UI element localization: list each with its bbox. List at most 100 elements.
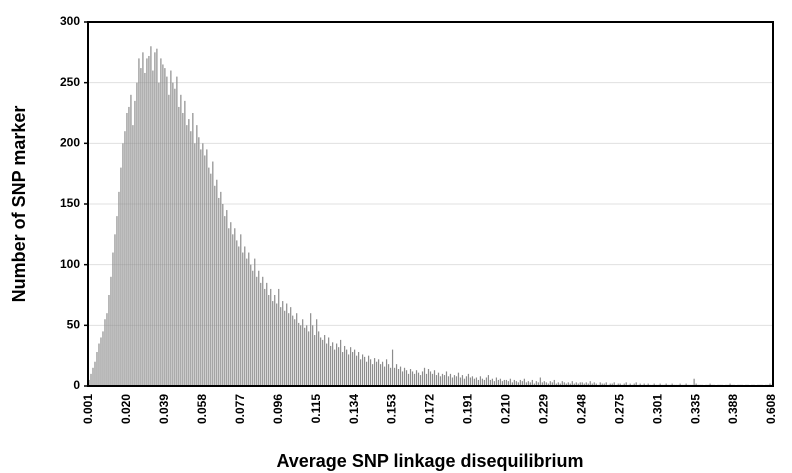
bar: [182, 113, 184, 386]
bar: [324, 335, 326, 386]
bar: [693, 378, 695, 386]
bar: [138, 58, 140, 387]
bar: [579, 382, 581, 386]
plot-frame: [87, 21, 774, 387]
bar: [322, 339, 324, 386]
bar: [290, 307, 292, 386]
bar: [375, 361, 378, 386]
bar: [589, 381, 591, 386]
bar: [483, 379, 486, 386]
bar: [633, 383, 635, 386]
bar: [539, 377, 541, 386]
bar: [647, 383, 649, 386]
bar: [509, 378, 511, 386]
bar: [236, 240, 238, 386]
bar: [186, 125, 188, 386]
bar: [220, 191, 222, 386]
bar: [489, 379, 492, 386]
bar: [605, 382, 607, 386]
bar: [306, 325, 308, 386]
bar: [549, 381, 551, 386]
bar: [571, 381, 573, 386]
bar: [252, 270, 254, 386]
bar: [449, 373, 452, 386]
bar: [503, 379, 505, 386]
bar: [537, 382, 539, 386]
bar: [583, 383, 585, 386]
bar: [296, 313, 298, 386]
bar: [232, 234, 234, 386]
y-tick-label: 50: [67, 318, 81, 332]
bar: [769, 383, 771, 386]
bar: [531, 379, 533, 386]
y-tick-label: 0: [73, 378, 80, 392]
bar: [729, 383, 731, 386]
bar: [100, 337, 102, 386]
bar: [276, 303, 278, 386]
bar: [679, 383, 681, 386]
bar: [132, 125, 134, 386]
bar: [334, 349, 336, 386]
bar: [122, 143, 124, 386]
bar: [126, 113, 128, 386]
bar: [130, 94, 132, 387]
bar: [92, 367, 94, 386]
x-tick-label: 0.335: [688, 394, 702, 424]
bar: [196, 125, 198, 386]
y-tick-label: 250: [60, 75, 80, 89]
bar: [180, 94, 182, 387]
bar: [523, 378, 525, 386]
bar: [136, 82, 138, 387]
bar: [94, 361, 96, 386]
bar: [192, 113, 194, 386]
bar: [194, 143, 196, 386]
bar: [671, 383, 673, 386]
x-tick-label: 0.134: [347, 394, 361, 424]
bar: [314, 335, 316, 386]
bar: [613, 382, 615, 386]
bar: [595, 383, 597, 386]
bar: [451, 377, 454, 386]
bar: [379, 364, 382, 386]
bar: [96, 352, 98, 386]
bar: [471, 376, 474, 386]
bar: [106, 313, 108, 386]
bar: [659, 383, 661, 386]
bar: [226, 210, 228, 386]
bar: [184, 100, 186, 386]
bar: [234, 228, 236, 386]
bar: [164, 68, 166, 387]
y-tick-label: 200: [60, 136, 80, 150]
bar: [160, 58, 162, 387]
bar: [356, 355, 358, 386]
bar: [367, 355, 370, 386]
bar: [535, 381, 537, 386]
bar: [425, 373, 428, 386]
bar: [381, 361, 384, 386]
bar: [469, 377, 472, 386]
bar: [383, 366, 386, 386]
bar: [401, 371, 404, 386]
bar: [206, 149, 208, 386]
bar: [332, 342, 334, 386]
bar: [405, 370, 408, 386]
bar: [268, 295, 270, 386]
bar: [423, 367, 426, 386]
bar: [254, 258, 256, 386]
bar: [479, 376, 482, 386]
bar: [152, 70, 154, 387]
bar: [437, 372, 440, 386]
bar: [262, 276, 264, 386]
bar: [342, 352, 344, 386]
bar: [190, 131, 192, 386]
y-tick-label: 100: [60, 257, 80, 271]
bar: [493, 381, 496, 386]
bar: [238, 246, 240, 386]
bar: [407, 373, 410, 386]
bar: [567, 382, 569, 386]
bar: [599, 382, 601, 386]
bar: [467, 373, 470, 386]
x-tick-label: 0.248: [574, 394, 588, 424]
bar: [146, 58, 148, 387]
